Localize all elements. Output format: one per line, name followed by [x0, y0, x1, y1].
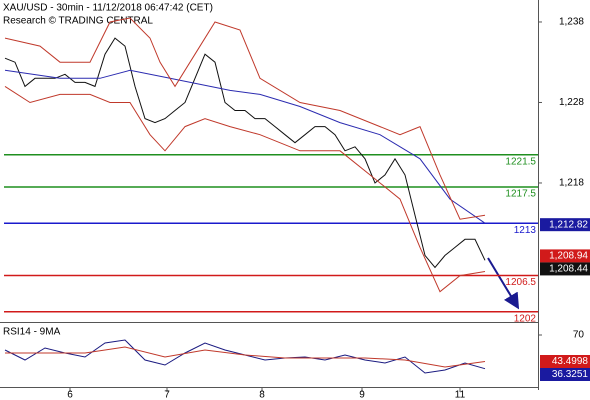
series-line	[4, 69, 486, 224]
chart-title: XAU/USD - 30min - 11/12/2018 06:47:42 (C…	[3, 3, 213, 14]
x-tick-label: 9	[359, 390, 365, 400]
level-label: 1213	[514, 225, 537, 236]
level-label: 1206.5	[505, 277, 536, 288]
price-tag-label: 1,212.82	[549, 219, 588, 230]
price-tag-label: 1,208.44	[549, 264, 588, 275]
x-tick-label: 8	[259, 390, 265, 400]
y-tick-label: 1,238	[559, 17, 584, 28]
x-tick-label: 6	[67, 390, 73, 400]
y-tick-label: 1,218	[559, 178, 584, 189]
level-label: 1221.5	[505, 156, 536, 167]
series-line	[4, 17, 486, 220]
price-tag	[540, 249, 590, 263]
chart-subtitle: Research © TRADING CENTRAL	[3, 16, 153, 27]
price-tag	[540, 262, 590, 276]
price-tag	[540, 218, 590, 232]
price-tag-label: 43.4998	[552, 356, 589, 367]
level-label: 1202	[514, 313, 537, 324]
forecast-arrow	[487, 257, 520, 310]
series-line	[4, 85, 486, 293]
series-line	[5, 346, 486, 368]
x-tick-label: 7	[164, 390, 170, 400]
rsi-title: RSI14 - 9MA	[3, 327, 61, 338]
price-tag-label: 1,208.94	[549, 251, 588, 262]
y-tick-label: 70	[573, 330, 585, 341]
price-tag	[540, 368, 590, 382]
price-tag-label: 36.3251	[552, 369, 589, 380]
series-line	[4, 37, 486, 269]
x-tick-label: 11	[455, 390, 466, 400]
y-tick-label: 1,228	[559, 97, 584, 108]
price-tag	[540, 355, 590, 369]
level-label: 1217.5	[505, 189, 536, 200]
